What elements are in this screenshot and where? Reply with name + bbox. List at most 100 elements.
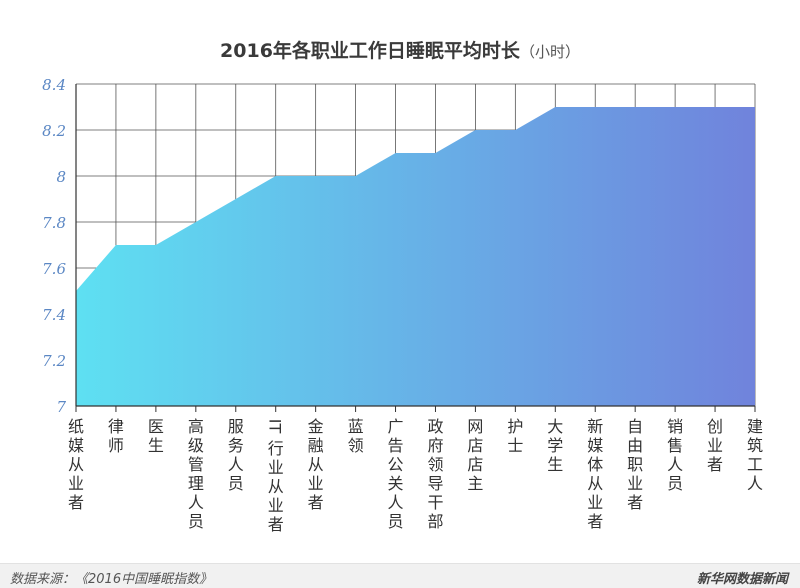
x-category-char: 店 — [467, 436, 483, 455]
chart-title: 2016年各职业工作日睡眠平均时长（小时） — [0, 36, 800, 63]
x-category-char: 体 — [587, 455, 603, 474]
x-category-label: 护士 — [507, 417, 523, 455]
x-category-char: 从 — [308, 455, 324, 474]
x-category-char: 大 — [547, 417, 563, 436]
x-category-label: 大学生 — [547, 417, 563, 474]
x-category-char: 从 — [268, 477, 284, 496]
x-category-char: 务 — [228, 436, 244, 455]
x-category-char: 工 — [747, 455, 763, 474]
x-category-char: 媒 — [68, 436, 84, 455]
x-category-char: 者 — [707, 455, 723, 474]
x-category-labels: 纸媒从业者律师医生高级管理人员服务人员IT行业从业者金融从业者蓝领广告公关人员政… — [68, 417, 763, 534]
x-category-char: 人 — [388, 493, 404, 512]
x-category-label: 律师 — [108, 417, 124, 455]
x-category-char: 生 — [547, 455, 563, 474]
data-source-text: 数据来源：《2016中国睡眠指数》 — [10, 572, 213, 587]
x-category-char: 学 — [547, 436, 563, 455]
x-category-char: 创 — [707, 417, 723, 436]
x-category-char: 业 — [308, 474, 324, 493]
x-category-char: 销 — [667, 417, 683, 436]
y-tick-label: 7.4 — [42, 306, 66, 324]
x-category-char: 者 — [587, 512, 603, 531]
chart-unit-text: （小时） — [519, 43, 580, 61]
x-category-char: 从 — [587, 474, 603, 493]
x-category-char: 高 — [188, 417, 204, 436]
x-category-label: 创业者 — [707, 417, 723, 474]
x-category-char: 业 — [268, 496, 284, 515]
x-category-char: 者 — [68, 493, 84, 512]
x-category-char: 护 — [507, 417, 523, 436]
x-category-char: 医 — [148, 417, 164, 436]
x-category-char: 领 — [427, 455, 443, 474]
x-category-char: IT — [266, 419, 285, 434]
y-tick-labels: 7 7.2 7.4 7.6 7.8 8 8.2 8.4 — [42, 76, 66, 416]
x-category-char: 人 — [228, 455, 244, 474]
brand-text: 新华网数据新闻 — [696, 572, 788, 587]
y-tick-label: 8.4 — [42, 76, 66, 94]
y-tick-label: 7.2 — [42, 352, 66, 370]
x-category-char: 服 — [228, 417, 244, 436]
area-series — [76, 107, 755, 406]
x-category-char: 生 — [148, 436, 164, 455]
x-category-char: 者 — [627, 493, 643, 512]
x-category-char: 公 — [388, 455, 404, 474]
x-category-char: 新 — [587, 417, 603, 436]
x-category-char: 师 — [108, 436, 124, 455]
x-category-char: 业 — [587, 493, 603, 512]
x-category-char: 理 — [188, 474, 204, 493]
x-category-char: 筑 — [747, 436, 763, 455]
x-category-char: 员 — [388, 512, 404, 531]
x-category-char: 政 — [427, 417, 443, 436]
x-category-char: 从 — [68, 455, 84, 474]
x-category-char: 导 — [427, 474, 443, 493]
y-tick-label: 8 — [56, 168, 66, 186]
x-category-char: 员 — [188, 512, 204, 531]
x-category-char: 业 — [268, 458, 284, 477]
x-category-char: 关 — [388, 474, 404, 493]
x-category-char: 售 — [667, 436, 683, 455]
x-category-char: 人 — [747, 474, 763, 493]
x-category-char: 媒 — [587, 436, 603, 455]
x-category-char: 建 — [747, 417, 763, 436]
x-category-char: 人 — [188, 493, 204, 512]
area-fill — [76, 107, 755, 406]
x-category-label: 医生 — [148, 417, 164, 455]
x-category-char: 府 — [427, 436, 443, 455]
axes — [75, 84, 756, 412]
x-category-char: 者 — [268, 515, 284, 534]
x-category-char: 纸 — [68, 417, 84, 436]
x-category-char: 干 — [427, 493, 443, 512]
x-category-char: 管 — [188, 455, 204, 474]
y-tick-label: 8.2 — [42, 122, 66, 140]
x-category-char: 者 — [308, 493, 324, 512]
x-category-char: 员 — [667, 474, 683, 493]
x-category-char: 业 — [707, 436, 723, 455]
x-category-char: 员 — [228, 474, 244, 493]
x-category-char: 业 — [627, 474, 643, 493]
x-category-char: 律 — [108, 417, 124, 436]
x-category-char: 自 — [627, 417, 643, 436]
x-category-char: 级 — [188, 436, 204, 455]
x-category-char: 主 — [467, 474, 483, 493]
x-category-char: 领 — [348, 436, 364, 455]
x-category-char: 部 — [427, 512, 443, 531]
y-tick-label: 7.8 — [42, 214, 66, 232]
x-category-label: 蓝领 — [348, 417, 364, 455]
x-category-char: 蓝 — [348, 417, 364, 436]
footer-bar: 数据来源：《2016中国睡眠指数》 新华网数据新闻 — [0, 563, 800, 588]
x-category-char: 广 — [388, 417, 404, 436]
x-category-char: 士 — [507, 436, 523, 455]
